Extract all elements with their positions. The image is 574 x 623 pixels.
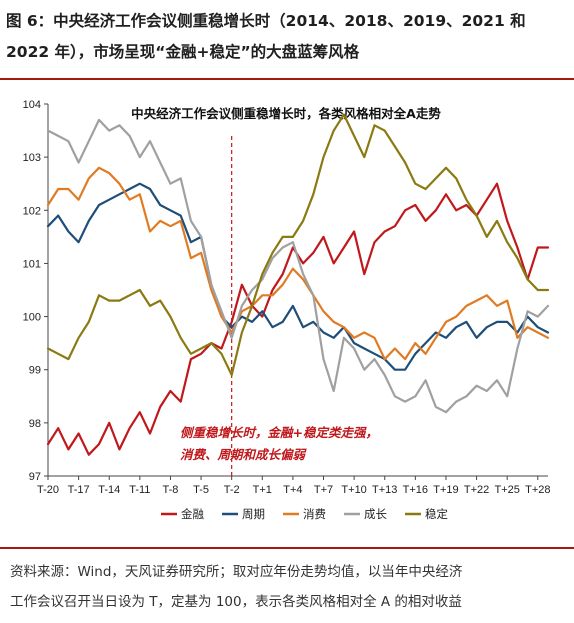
legend: 金融 周期 消费 成长 稳定 <box>161 507 448 521</box>
y-tick-label: 104 <box>23 99 41 111</box>
source-line-1: 资料来源：Wind，天风证券研究所；取对应年份走势均值，以当年中央经济 <box>10 564 463 580</box>
y-tick-label: 103 <box>23 152 41 164</box>
x-tick-label: T-2 <box>224 484 240 496</box>
y-tick-label: 101 <box>23 258 41 270</box>
legend-label-消费: 消费 <box>303 507 326 521</box>
figure-title: 图 6：中央经济工作会议侧重稳增长时（2014、2018、2019、2021 和… <box>6 12 526 61</box>
line-chart: 97 98 99 100 101 102 103 104 T-20 T-17 T-14 T-11 T-8… <box>23 99 551 521</box>
x-tick-label: T+4 <box>283 484 302 496</box>
x-tick-label: T-20 <box>37 484 59 496</box>
title-divider <box>0 78 574 80</box>
x-tick-label: T-11 <box>129 484 150 496</box>
series-layer <box>46 113 550 456</box>
y-tick-label: 98 <box>29 418 41 430</box>
legend-label-稳定: 稳定 <box>425 507 448 521</box>
y-tick-label: 100 <box>23 312 41 324</box>
x-tick-label: T+25 <box>494 484 519 496</box>
x-tick-label: T-14 <box>98 484 120 496</box>
x-tick-label: T+10 <box>341 484 366 496</box>
x-tick-label: T+13 <box>372 484 397 496</box>
x-tick-label: T+1 <box>253 484 272 496</box>
x-tick-label: T-5 <box>193 484 209 496</box>
x-tick-label: T+16 <box>403 484 428 496</box>
source-line-2: 工作会议召开当日设为 T，定基为 100，表示各类风格相对全 A 的相对收益 <box>10 594 462 610</box>
legend-label-金融: 金融 <box>181 507 204 521</box>
x-tick-label: T+22 <box>464 484 489 496</box>
series-line-周期 <box>46 182 550 371</box>
y-tick-label: 99 <box>29 365 41 377</box>
source-divider <box>0 547 574 549</box>
series-line-稳定 <box>46 113 550 377</box>
legend-label-周期: 周期 <box>242 507 265 521</box>
series-line-金融 <box>46 182 550 456</box>
annotation-line-2: 消费、周期和成长偏弱 <box>180 447 308 462</box>
x-tick-label: T+7 <box>314 484 333 496</box>
y-tick-label: 97 <box>29 471 41 483</box>
x-tick-label: T+28 <box>525 484 550 496</box>
y-tick-label: 102 <box>23 205 41 217</box>
source-note: 资料来源：Wind，天风证券研究所；取对应年份走势均值，以当年中央经济 工作会议… <box>10 557 566 617</box>
series-line-成长 <box>46 118 550 414</box>
x-tick-label: T+19 <box>433 484 458 496</box>
x-tick-label: T-17 <box>68 484 90 496</box>
series-line-消费 <box>46 166 550 361</box>
chart-title: 中央经济工作会议侧重稳增长时，各类风格相对全A走势 <box>131 106 441 121</box>
x-tick-label: T-8 <box>162 484 178 496</box>
chart-axes: 97 98 99 100 101 102 103 104 T-20 T-17 T-14 T-11 T-8… <box>23 99 551 496</box>
legend-label-成长: 成长 <box>364 507 387 521</box>
annotation-line-1: 侧重稳增长时，金融+稳定类走强， <box>180 425 378 440</box>
